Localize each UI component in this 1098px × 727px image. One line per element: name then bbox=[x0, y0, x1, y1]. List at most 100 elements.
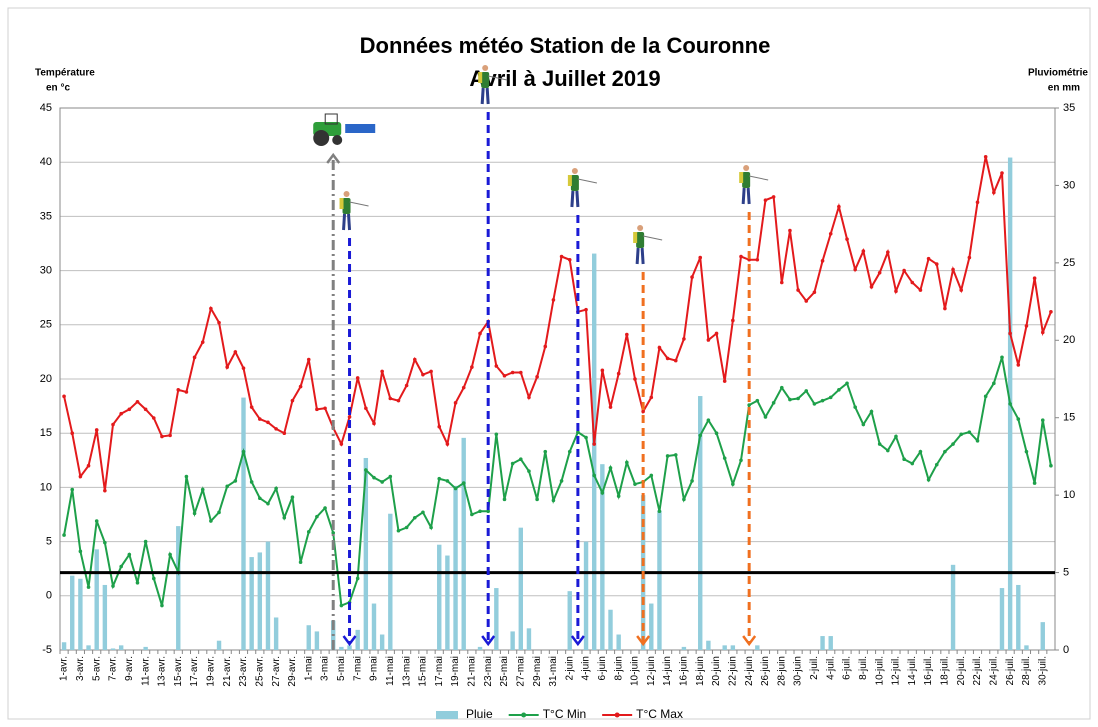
temperature-point bbox=[234, 479, 238, 483]
x-tick-label: 8-juil. bbox=[858, 656, 869, 680]
temperature-point bbox=[478, 509, 482, 513]
x-tick-label: 24-juin bbox=[744, 656, 755, 686]
temperature-point bbox=[804, 389, 808, 393]
temperature-point bbox=[674, 453, 678, 457]
temperature-point bbox=[690, 479, 694, 483]
y2-tick-label: 30 bbox=[1063, 179, 1075, 191]
icon-part bbox=[743, 188, 744, 204]
x-tick-label: 4-juil. bbox=[825, 656, 836, 680]
legend-swatch bbox=[436, 711, 458, 719]
temperature-point bbox=[519, 457, 523, 461]
x-tick-label: 10-juin bbox=[630, 656, 641, 686]
temperature-point bbox=[291, 399, 295, 403]
chart-title: Données météo Station de la Couronne bbox=[360, 33, 771, 58]
temperature-point bbox=[79, 550, 83, 554]
y-tick-label: 5 bbox=[46, 536, 52, 548]
icon-part bbox=[743, 165, 749, 171]
temperature-point bbox=[592, 442, 596, 446]
temperature-point bbox=[1033, 481, 1037, 485]
x-tick-label: 13-avr. bbox=[157, 656, 168, 687]
rain-bar bbox=[608, 610, 612, 650]
temperature-point bbox=[690, 275, 694, 279]
x-tick-label: 12-juin bbox=[646, 656, 657, 686]
rain-bar bbox=[103, 585, 107, 650]
temperature-point bbox=[951, 442, 955, 446]
temperature-point bbox=[274, 487, 278, 491]
rain-bar bbox=[241, 398, 245, 650]
temperature-point bbox=[756, 258, 760, 262]
temperature-point bbox=[813, 402, 817, 406]
temperature-point bbox=[462, 481, 466, 485]
x-tick-label: 20-juil. bbox=[956, 656, 967, 685]
icon-part bbox=[637, 225, 643, 231]
temperature-point bbox=[870, 285, 874, 289]
x-tick-label: 30-juin bbox=[793, 656, 804, 686]
temperature-point bbox=[764, 415, 768, 419]
icon-part bbox=[642, 248, 643, 264]
x-tick-label: 7-mai bbox=[352, 656, 363, 681]
temperature-point bbox=[862, 423, 866, 427]
temperature-point bbox=[592, 474, 596, 478]
x-tick-label: 6-juil. bbox=[842, 656, 853, 680]
rain-bar bbox=[249, 557, 253, 650]
temperature-point bbox=[87, 585, 91, 589]
rain-bar bbox=[380, 635, 384, 650]
temperature-point bbox=[1000, 356, 1004, 360]
temperature-point bbox=[193, 512, 197, 516]
temperature-point bbox=[111, 423, 115, 427]
tractor-icon bbox=[332, 135, 342, 145]
x-tick-label: 14-juin bbox=[662, 656, 673, 686]
x-tick-label: 14-juil. bbox=[907, 656, 918, 685]
rain-bar bbox=[951, 565, 955, 650]
rain-bar bbox=[445, 556, 449, 650]
temperature-point bbox=[886, 449, 890, 453]
y2-tick-label: 20 bbox=[1063, 334, 1075, 346]
x-tick-label: 2-juin bbox=[564, 656, 575, 680]
temperature-point bbox=[772, 195, 776, 199]
icon-part bbox=[481, 72, 489, 88]
rain-bar bbox=[274, 617, 278, 650]
temperature-point bbox=[103, 489, 107, 493]
temperature-point bbox=[853, 405, 857, 409]
temperature-point bbox=[389, 397, 393, 401]
temperature-point bbox=[870, 410, 874, 414]
temperature-point bbox=[625, 333, 629, 337]
icon-part bbox=[344, 214, 345, 230]
temperature-point bbox=[258, 417, 262, 421]
y2-tick-label: 25 bbox=[1063, 257, 1075, 269]
temperature-point bbox=[1025, 450, 1029, 454]
rain-bar bbox=[478, 647, 482, 650]
temperature-point bbox=[503, 374, 507, 378]
temperature-point bbox=[707, 338, 711, 342]
temperature-point bbox=[527, 396, 531, 400]
rain-bar bbox=[437, 545, 441, 650]
x-tick-label: 25-avr. bbox=[254, 656, 265, 687]
temperature-point bbox=[968, 256, 972, 260]
temperature-point bbox=[421, 373, 425, 377]
temperature-point bbox=[160, 435, 164, 439]
temperature-point bbox=[919, 288, 923, 292]
temperature-point bbox=[307, 530, 311, 534]
temperature-point bbox=[70, 488, 74, 492]
rain-bar bbox=[78, 579, 82, 650]
temperature-point bbox=[992, 382, 996, 386]
temperature-point bbox=[584, 436, 588, 440]
temperature-point bbox=[1033, 276, 1037, 280]
temperature-point bbox=[984, 395, 988, 399]
temperature-point bbox=[372, 476, 376, 480]
temperature-point bbox=[282, 431, 286, 435]
x-tick-label: 6-juin bbox=[597, 656, 608, 680]
temperature-point bbox=[845, 237, 849, 241]
x-tick-label: 16-juin bbox=[679, 656, 690, 686]
y2-tick-label: 5 bbox=[1063, 566, 1069, 578]
temperature-point bbox=[674, 359, 678, 363]
x-tick-label: 27-avr. bbox=[271, 656, 282, 687]
temperature-point bbox=[756, 399, 760, 403]
rain-bar bbox=[258, 552, 262, 650]
temperature-point bbox=[291, 495, 295, 499]
temperature-point bbox=[250, 405, 254, 409]
temperature-point bbox=[429, 526, 433, 530]
y2-tick-label: 15 bbox=[1063, 412, 1075, 424]
temperature-point bbox=[682, 498, 686, 502]
temperature-point bbox=[927, 257, 931, 261]
